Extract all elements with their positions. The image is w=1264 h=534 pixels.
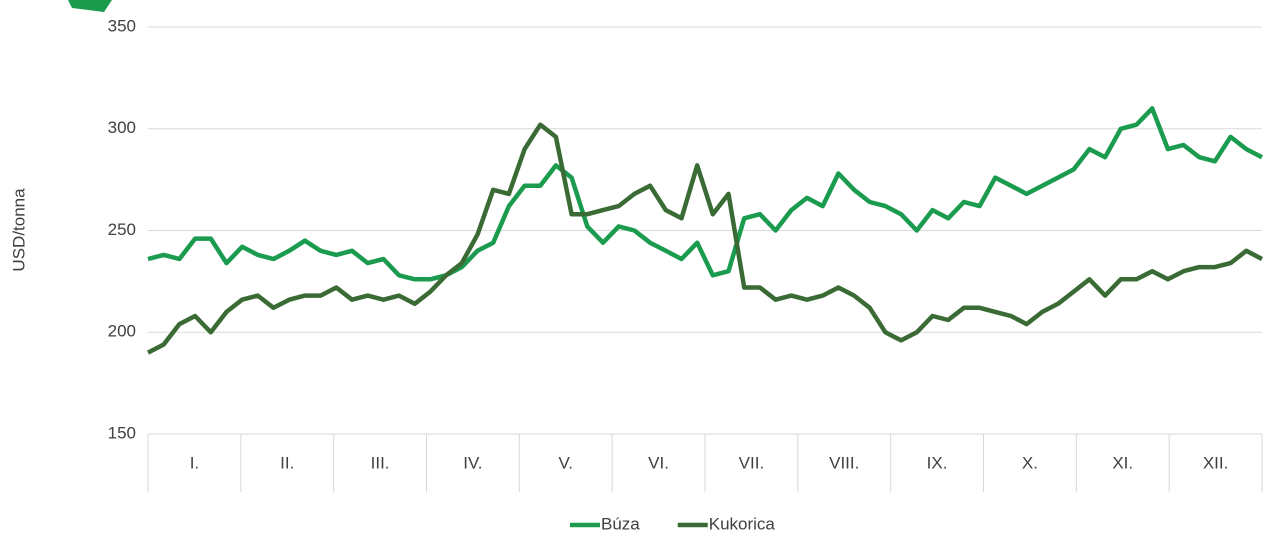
x-tick-label: II.: [280, 453, 294, 472]
logo-fragment: [68, 0, 112, 12]
y-tick-label: 250: [108, 220, 136, 239]
y-tick-label: 200: [108, 322, 136, 341]
series-line: [146, 122, 1264, 355]
legend-label: Kukorica: [709, 514, 776, 533]
x-tick-label: XII.: [1203, 453, 1229, 472]
series-line: [147, 106, 1264, 282]
x-tick-label: XI.: [1112, 453, 1133, 472]
x-tick-label: III.: [371, 453, 390, 472]
y-tick-label: 150: [108, 423, 136, 442]
x-tick-label: I.: [190, 453, 199, 472]
y-axis-label: USD/tonna: [9, 188, 28, 272]
y-tick-label: 350: [108, 16, 136, 35]
x-tick-label: V.: [558, 453, 573, 472]
x-tick-label: IV.: [463, 453, 482, 472]
x-tick-label: VI.: [648, 453, 669, 472]
y-tick-label: 300: [108, 118, 136, 137]
x-tick-label: IX.: [927, 453, 948, 472]
x-tick-label: VII.: [739, 453, 765, 472]
x-tick-label: X.: [1022, 453, 1038, 472]
x-tick-label: VIII.: [829, 453, 859, 472]
legend-label: Búza: [601, 514, 640, 533]
